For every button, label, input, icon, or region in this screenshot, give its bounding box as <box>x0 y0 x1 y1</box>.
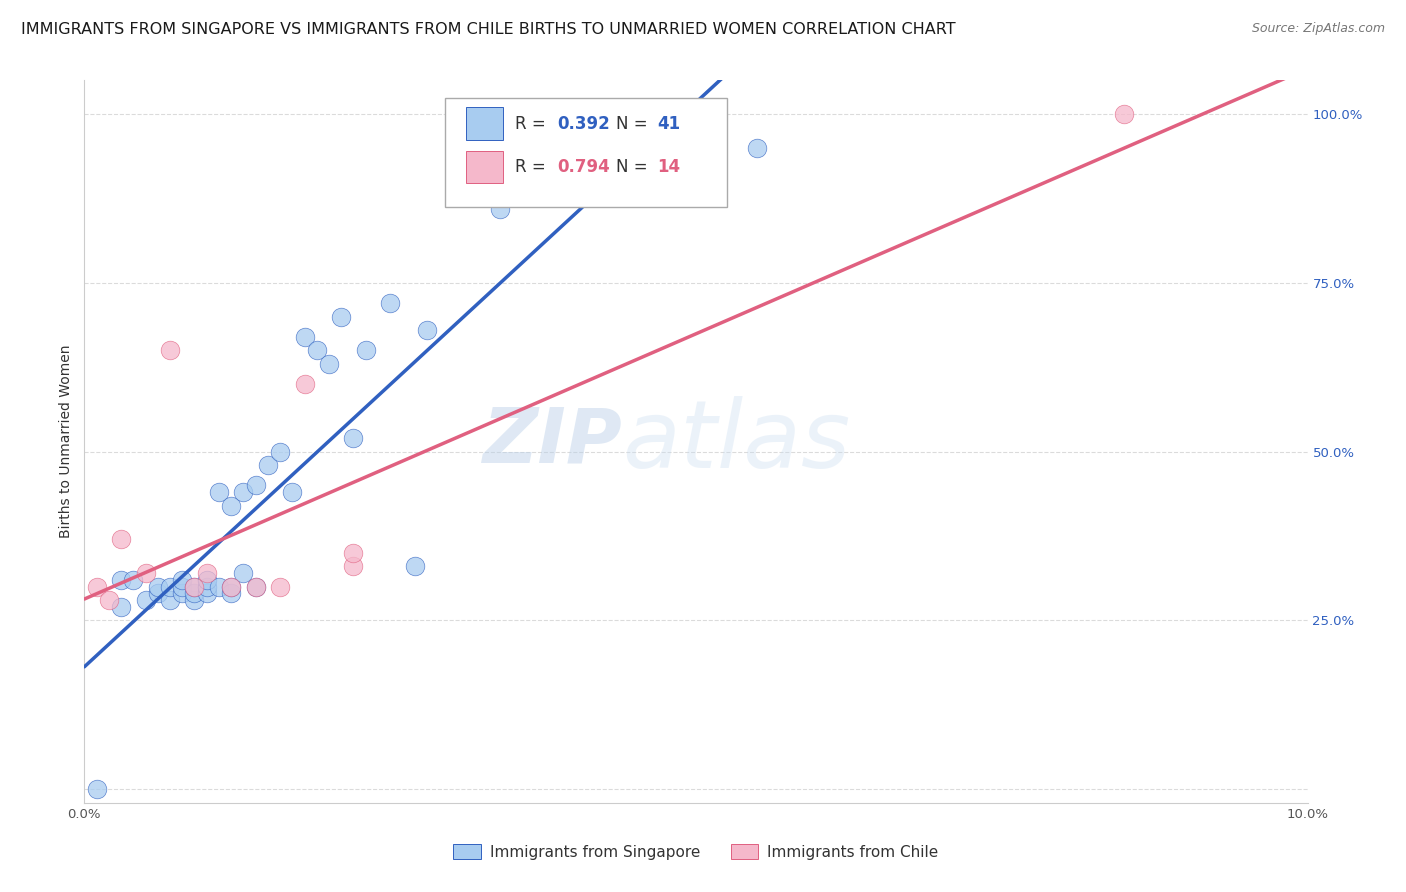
Text: ZIP: ZIP <box>482 405 623 478</box>
Point <box>1114 107 1136 121</box>
Text: Source: ZipAtlas.com: Source: ZipAtlas.com <box>1251 22 1385 36</box>
Point <box>110 573 132 587</box>
Text: R =: R = <box>515 115 551 133</box>
Point <box>208 580 231 594</box>
Point <box>219 499 242 513</box>
Point <box>245 580 267 594</box>
Point <box>110 533 132 547</box>
FancyBboxPatch shape <box>465 107 503 140</box>
Point <box>146 580 169 594</box>
FancyBboxPatch shape <box>465 151 503 183</box>
Point <box>489 202 512 216</box>
Point <box>219 580 242 594</box>
Point <box>416 323 439 337</box>
Point <box>380 296 402 310</box>
Point <box>232 485 254 500</box>
Point <box>86 782 108 797</box>
Point <box>747 141 769 155</box>
Point <box>245 580 267 594</box>
Text: N =: N = <box>616 158 654 176</box>
Y-axis label: Births to Unmarried Women: Births to Unmarried Women <box>59 345 73 538</box>
Point <box>172 586 194 600</box>
FancyBboxPatch shape <box>446 98 727 207</box>
Point <box>122 573 145 587</box>
Point <box>245 478 267 492</box>
Text: N =: N = <box>616 115 654 133</box>
Point <box>183 593 205 607</box>
Point <box>195 566 218 581</box>
Point <box>281 485 304 500</box>
Point <box>97 593 120 607</box>
Text: IMMIGRANTS FROM SINGAPORE VS IMMIGRANTS FROM CHILE BIRTHS TO UNMARRIED WOMEN COR: IMMIGRANTS FROM SINGAPORE VS IMMIGRANTS … <box>21 22 956 37</box>
Point <box>354 343 377 358</box>
Point <box>172 580 194 594</box>
Point <box>305 343 328 358</box>
Point <box>219 586 242 600</box>
Point <box>269 444 291 458</box>
Point <box>342 431 364 445</box>
Point <box>183 586 205 600</box>
Point <box>159 343 181 358</box>
Point <box>146 586 169 600</box>
Text: atlas: atlas <box>623 396 851 487</box>
Point <box>195 586 218 600</box>
Point <box>219 580 242 594</box>
Point <box>269 580 291 594</box>
Point <box>257 458 280 472</box>
Point <box>208 485 231 500</box>
Text: 14: 14 <box>657 158 681 176</box>
Point <box>183 580 205 594</box>
Point <box>183 580 205 594</box>
Point <box>159 580 181 594</box>
Text: R =: R = <box>515 158 551 176</box>
Text: 0.392: 0.392 <box>558 115 610 133</box>
Point <box>86 580 108 594</box>
Point <box>342 559 364 574</box>
Legend: Immigrants from Singapore, Immigrants from Chile: Immigrants from Singapore, Immigrants fr… <box>446 836 946 867</box>
Text: 0.794: 0.794 <box>558 158 610 176</box>
Point <box>404 559 426 574</box>
Point <box>135 566 157 581</box>
Point <box>294 330 316 344</box>
Point <box>195 573 218 587</box>
Point <box>135 593 157 607</box>
Point <box>195 580 218 594</box>
Point <box>294 377 316 392</box>
Point <box>342 546 364 560</box>
Point <box>318 357 340 371</box>
Point <box>172 573 194 587</box>
Point <box>330 310 353 324</box>
Text: 41: 41 <box>657 115 681 133</box>
Point <box>159 593 181 607</box>
Point <box>110 599 132 614</box>
Point <box>232 566 254 581</box>
